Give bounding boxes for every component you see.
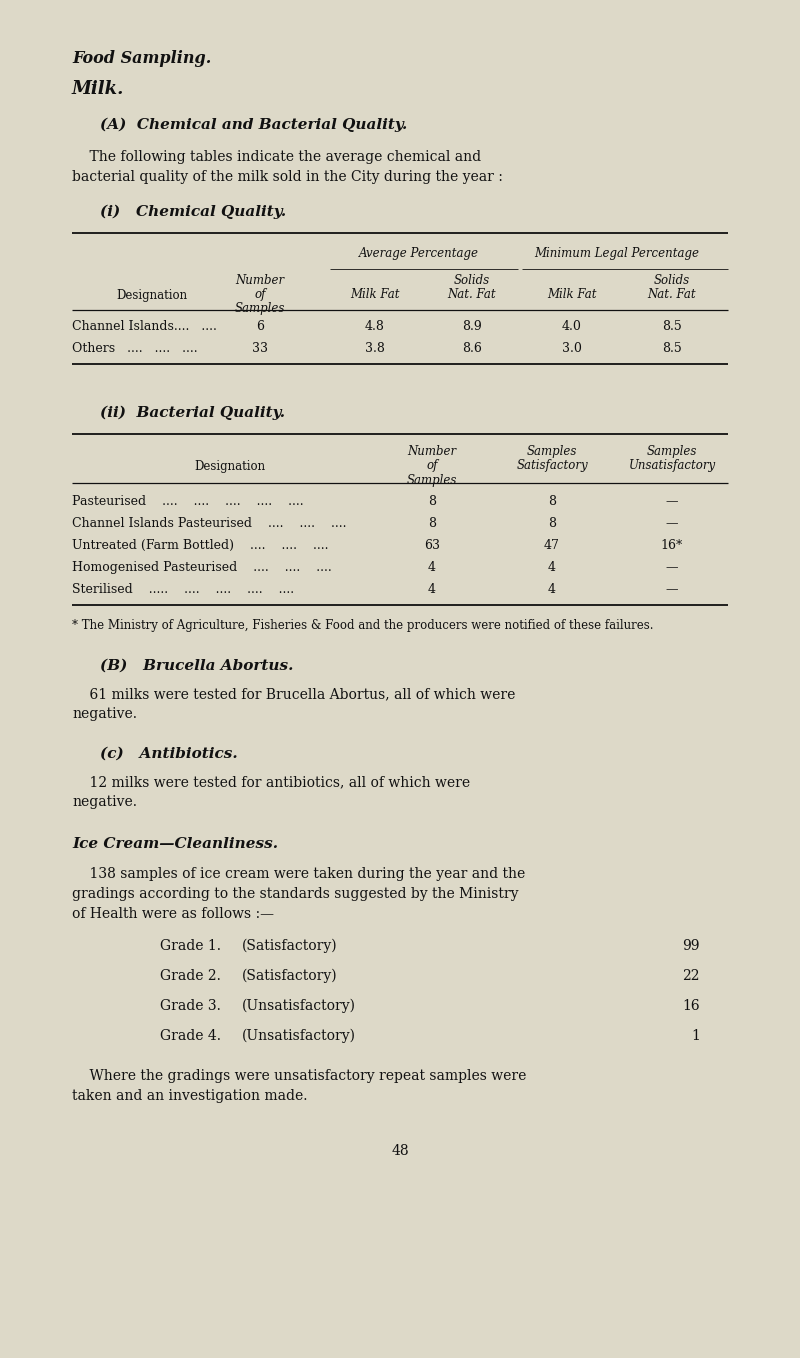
Text: 8: 8: [428, 517, 436, 530]
Text: Sterilised    .....    ....    ....    ....    ....: Sterilised ..... .... .... .... ....: [72, 583, 294, 596]
Text: taken and an investigation made.: taken and an investigation made.: [72, 1089, 307, 1103]
Text: 3.0: 3.0: [562, 342, 582, 354]
Text: Samples: Samples: [647, 445, 697, 458]
Text: (i)   Chemical Quality.: (i) Chemical Quality.: [100, 205, 286, 220]
Text: 8.5: 8.5: [662, 320, 682, 333]
Text: Milk Fat: Milk Fat: [350, 288, 400, 301]
Text: Number: Number: [407, 445, 457, 458]
Text: 1: 1: [691, 1029, 700, 1043]
Text: of: of: [426, 459, 438, 473]
Text: 8.5: 8.5: [662, 342, 682, 354]
Text: Samples: Samples: [407, 474, 457, 488]
Text: 99: 99: [682, 938, 700, 953]
Text: 8: 8: [428, 496, 436, 508]
Text: (Unsatisfactory): (Unsatisfactory): [242, 999, 356, 1013]
Text: 16*: 16*: [661, 539, 683, 551]
Text: 33: 33: [252, 342, 268, 354]
Text: Channel Islands Pasteurised    ....    ....    ....: Channel Islands Pasteurised .... .... ..…: [72, 517, 346, 530]
Text: 3.8: 3.8: [365, 342, 385, 354]
Text: (c)   Antibiotics.: (c) Antibiotics.: [100, 747, 238, 760]
Text: Solids: Solids: [454, 274, 490, 287]
Text: Grade 1.: Grade 1.: [160, 938, 221, 953]
Text: Satisfactory: Satisfactory: [516, 459, 588, 473]
Text: 8: 8: [548, 517, 556, 530]
Text: Number: Number: [235, 274, 285, 287]
Text: 12 milks were tested for antibiotics, all of which were: 12 milks were tested for antibiotics, al…: [72, 775, 470, 789]
Text: gradings according to the standards suggested by the Ministry: gradings according to the standards sugg…: [72, 887, 518, 900]
Text: Samples: Samples: [235, 301, 285, 315]
Text: Milk Fat: Milk Fat: [547, 288, 597, 301]
Text: Ice Cream—Cleanliness.: Ice Cream—Cleanliness.: [72, 837, 278, 851]
Text: 4: 4: [548, 583, 556, 596]
Text: negative.: negative.: [72, 708, 137, 721]
Text: Minimum Legal Percentage: Minimum Legal Percentage: [534, 247, 699, 259]
Text: Solids: Solids: [654, 274, 690, 287]
Text: 4: 4: [548, 561, 556, 574]
Text: 22: 22: [682, 970, 700, 983]
Text: —: —: [666, 517, 678, 530]
Text: (Satisfactory): (Satisfactory): [242, 970, 338, 983]
Text: Food Sampling.: Food Sampling.: [72, 50, 211, 67]
Text: Homogenised Pasteurised    ....    ....    ....: Homogenised Pasteurised .... .... ....: [72, 561, 332, 574]
Text: Where the gradings were unsatisfactory repeat samples were: Where the gradings were unsatisfactory r…: [72, 1069, 526, 1082]
Text: Grade 2.: Grade 2.: [160, 970, 221, 983]
Text: The following tables indicate the average chemical and: The following tables indicate the averag…: [72, 149, 481, 164]
Text: of Health were as follows :—: of Health were as follows :—: [72, 907, 274, 921]
Text: Grade 4.: Grade 4.: [160, 1029, 221, 1043]
Text: —: —: [666, 561, 678, 574]
Text: 4.8: 4.8: [365, 320, 385, 333]
Text: (ii)  Bacterial Quality.: (ii) Bacterial Quality.: [100, 406, 285, 421]
Text: Others   ....   ....   ....: Others .... .... ....: [72, 342, 198, 354]
Text: —: —: [666, 583, 678, 596]
Text: (A)  Chemical and Bacterial Quality.: (A) Chemical and Bacterial Quality.: [100, 118, 407, 132]
Text: bacterial quality of the milk sold in the City during the year :: bacterial quality of the milk sold in th…: [72, 170, 503, 183]
Text: Pasteurised    ....    ....    ....    ....    ....: Pasteurised .... .... .... .... ....: [72, 496, 304, 508]
Text: 47: 47: [544, 539, 560, 551]
Text: 16: 16: [682, 999, 700, 1013]
Text: —: —: [666, 496, 678, 508]
Text: 61 milks were tested for Brucella Abortus, all of which were: 61 milks were tested for Brucella Abortu…: [72, 687, 515, 701]
Text: * The Ministry of Agriculture, Fisheries & Food and the producers were notified : * The Ministry of Agriculture, Fisheries…: [72, 619, 654, 631]
Text: 48: 48: [391, 1143, 409, 1158]
Text: of: of: [254, 288, 266, 301]
Text: 4: 4: [428, 583, 436, 596]
Text: 138 samples of ice cream were taken during the year and the: 138 samples of ice cream were taken duri…: [72, 866, 526, 881]
Text: 8: 8: [548, 496, 556, 508]
Text: Designation: Designation: [194, 460, 266, 473]
Text: Milk.: Milk.: [72, 80, 124, 98]
Text: Channel Islands....   ....: Channel Islands.... ....: [72, 320, 217, 333]
Text: Nat. Fat: Nat. Fat: [448, 288, 496, 301]
Text: Grade 3.: Grade 3.: [160, 999, 221, 1013]
Text: Designation: Designation: [117, 289, 187, 301]
Text: 4.0: 4.0: [562, 320, 582, 333]
Text: Nat. Fat: Nat. Fat: [648, 288, 696, 301]
Text: negative.: negative.: [72, 794, 137, 809]
Text: Unsatisfactory: Unsatisfactory: [629, 459, 715, 473]
Text: (Satisfactory): (Satisfactory): [242, 938, 338, 953]
Text: 4: 4: [428, 561, 436, 574]
Text: 63: 63: [424, 539, 440, 551]
Text: Untreated (Farm Bottled)    ....    ....    ....: Untreated (Farm Bottled) .... .... ....: [72, 539, 329, 551]
Text: 8.9: 8.9: [462, 320, 482, 333]
Text: (Unsatisfactory): (Unsatisfactory): [242, 1029, 356, 1043]
Text: (B)   Brucella Abortus.: (B) Brucella Abortus.: [100, 659, 294, 674]
Text: 8.6: 8.6: [462, 342, 482, 354]
Text: Average Percentage: Average Percentage: [358, 247, 478, 259]
Text: Samples: Samples: [527, 445, 577, 458]
Text: 6: 6: [256, 320, 264, 333]
